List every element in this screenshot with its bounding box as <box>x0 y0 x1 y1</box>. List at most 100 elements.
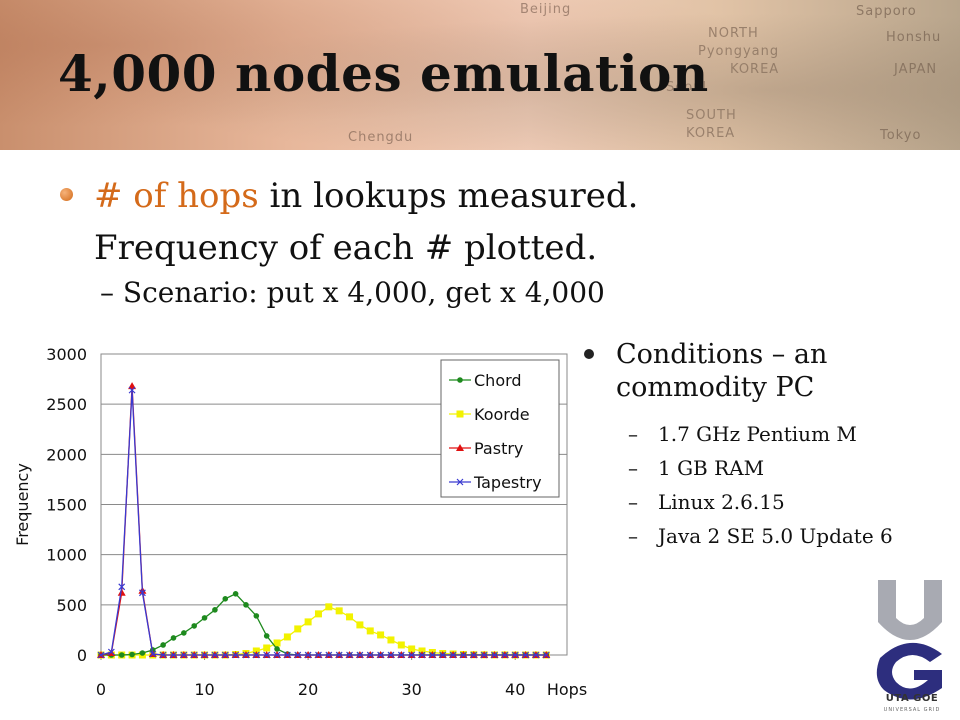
x-axis-label: Hops <box>547 680 587 699</box>
data-point-koorde <box>377 631 385 639</box>
y-tick-label: 500 <box>56 596 87 615</box>
data-point-chord <box>263 633 270 639</box>
logo-g-shape <box>876 642 942 700</box>
data-point-tapestry <box>408 651 416 659</box>
data-point-tapestry <box>377 651 385 659</box>
data-point-chord <box>243 602 249 608</box>
data-point-tapestry <box>170 651 177 659</box>
data-point-chord <box>191 623 197 629</box>
legend-marker-koorde <box>456 410 464 418</box>
data-point-tapestry <box>460 651 467 659</box>
data-point-tapestry <box>542 651 550 659</box>
spec-text: Linux 2.6.15 <box>658 490 785 514</box>
data-point-koorde <box>366 627 374 635</box>
header-banner: Beijing NORTH Pyongyang KOREA Seoul SOUT… <box>0 0 960 150</box>
legend-marker-pastry <box>456 444 464 451</box>
x-tick-label: 0 <box>96 680 106 699</box>
data-point-tapestry <box>428 651 436 659</box>
data-point-koorde <box>397 641 405 649</box>
data-point-tapestry <box>501 651 509 659</box>
data-point-tapestry <box>283 651 291 659</box>
map-label: Chengdu <box>348 130 414 145</box>
data-point-koorde <box>273 639 281 647</box>
data-point-tapestry <box>480 651 488 659</box>
data-point-tapestry <box>315 651 322 659</box>
data-point-tapestry <box>449 651 457 659</box>
dash-marker: – <box>628 456 638 480</box>
map-label: NORTH <box>708 26 759 41</box>
data-point-tapestry <box>418 651 426 659</box>
data-point-koorde <box>252 647 260 655</box>
spec-text: 1 GB RAM <box>658 456 765 480</box>
data-point-koorde <box>263 644 271 652</box>
y-tick-label: 2500 <box>46 395 87 414</box>
slide-title: 4,000 nodes emulation <box>58 44 709 103</box>
data-point-tapestry <box>128 386 136 394</box>
legend-label: Pastry <box>474 439 523 458</box>
main-bullet-text: # of hops in lookups measured. Frequency… <box>94 170 794 274</box>
map-label: Pyongyang <box>698 44 780 59</box>
data-point-koorde <box>418 647 426 655</box>
dash-marker: – <box>628 490 638 514</box>
data-point-koorde <box>408 645 416 653</box>
data-point-chord <box>170 635 177 641</box>
legend-box <box>440 359 560 498</box>
bullet-dot-icon <box>60 188 73 201</box>
dash-marker: – <box>628 524 638 548</box>
data-point-tapestry <box>180 651 188 659</box>
data-point-tapestry <box>335 651 343 659</box>
hops-frequency-chart: 0 500 1000 1500 2000 2500 3000 0 10 20 30 40 Hops Fre… <box>13 345 587 699</box>
bullet-dot-icon <box>584 349 594 359</box>
uta-goe-logo <box>876 580 942 700</box>
data-point-chord <box>232 590 239 597</box>
data-point-tapestry <box>97 651 105 659</box>
x-tick-label: 30 <box>401 680 421 699</box>
data-point-koorde <box>283 633 291 641</box>
map-label: KOREA <box>686 126 736 141</box>
data-point-koorde <box>387 636 395 644</box>
map-label: Beijing <box>520 2 572 17</box>
map-label: JAPAN <box>894 62 938 77</box>
logo-subtitle: UNIVERSAL GRID <box>883 707 941 713</box>
data-point-chord <box>181 630 187 636</box>
data-point-tapestry <box>346 651 353 659</box>
data-point-chord <box>274 646 280 652</box>
data-point-tapestry <box>201 651 208 659</box>
data-point-chord <box>253 613 260 619</box>
data-point-tapestry <box>232 651 240 659</box>
data-point-koorde <box>294 625 302 633</box>
y-tick-label: 2000 <box>46 445 87 464</box>
data-point-chord <box>222 596 229 602</box>
data-point-tapestry <box>491 651 498 659</box>
data-point-chord <box>129 651 135 658</box>
x-tick-label: 40 <box>505 680 525 699</box>
bullet-rest-text: in lookups measured. Frequency of each #… <box>94 176 639 268</box>
data-point-tapestry <box>522 651 530 659</box>
y-tick-label: 1500 <box>46 496 87 515</box>
legend-label: Chord <box>474 371 522 390</box>
legend-marker-chord <box>457 377 463 383</box>
data-point-tapestry <box>273 651 281 659</box>
logo-u-shape <box>878 580 942 640</box>
x-tick-label: 10 <box>194 680 214 699</box>
data-point-pastry <box>117 588 126 596</box>
data-point-tapestry <box>138 589 146 597</box>
spec-text: 1.7 GHz Pentium M <box>658 422 857 446</box>
data-point-tapestry <box>439 651 447 659</box>
x-tick-label: 20 <box>298 680 318 699</box>
data-point-chord <box>160 642 166 648</box>
spec-text: Java 2 SE 5.0 Update 6 <box>658 524 893 548</box>
data-point-tapestry <box>304 651 312 659</box>
data-point-tapestry <box>366 651 374 659</box>
data-point-chord <box>118 652 125 658</box>
data-point-tapestry <box>511 651 519 659</box>
legend-marker-tapestry <box>456 478 464 486</box>
data-point-tapestry <box>107 648 115 656</box>
data-point-tapestry <box>387 651 395 659</box>
data-point-tapestry <box>190 651 198 659</box>
data-point-koorde <box>346 613 354 621</box>
map-label: Sapporo <box>856 4 917 19</box>
y-tick-label: 1000 <box>46 546 87 565</box>
data-point-tapestry <box>294 651 302 659</box>
map-label: SOUTH <box>686 108 737 123</box>
